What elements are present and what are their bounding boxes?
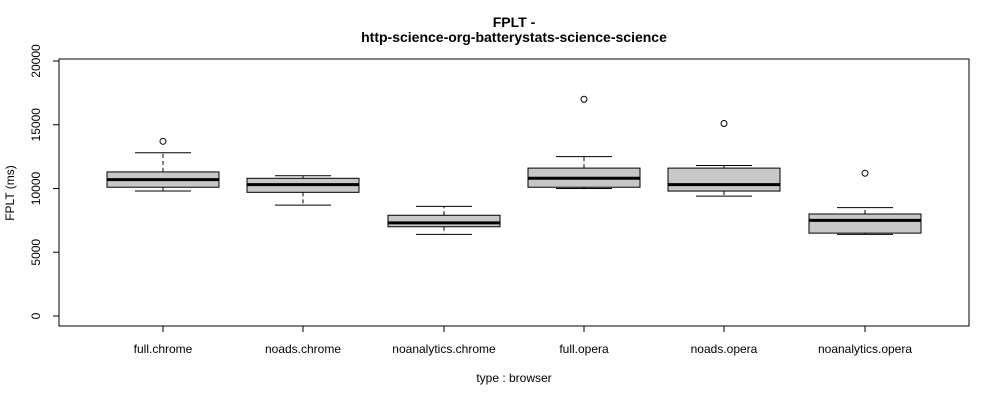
box-full-chrome [106,137,220,192]
y-tick-label: 10000 [29,171,43,205]
y-tick-label: 5000 [29,239,43,266]
y-tick-label: 15000 [29,108,43,142]
x-tick-label: noads.chrome [265,342,341,356]
outlier-point [861,169,869,177]
chart-title-line1: FPLT - [493,14,536,30]
x-axis-label: type : browser [476,371,551,385]
iqr-box [387,214,501,228]
box-noanalytics-chrome [387,205,501,235]
outlier-point [580,95,588,103]
outlier-point [720,119,728,127]
x-tick-label: full.chrome [134,342,193,356]
outlier-point [159,137,167,145]
y-tick-label: 0 [29,312,43,319]
box-noads-opera [667,119,781,197]
iqr-box [808,213,922,234]
iqr-box [667,167,781,192]
box-noanalytics-opera [808,169,922,235]
x-axis: full.chrome noads.chrome noanalytics.chrom… [134,325,912,356]
box-group [106,95,922,235]
x-tick-label: noanalytics.chrome [392,342,496,356]
box-full-opera [527,95,641,189]
x-tick-label: noanalytics.opera [818,342,912,356]
y-tick-label: 20000 [29,44,43,78]
plot-frame [58,58,970,327]
y-axis-label: FPLT (ms) [3,165,17,221]
x-tick-label: full.opera [559,342,609,356]
y-axis: 0 5000 10000 15000 20000 [29,44,60,319]
x-tick-label: noads.opera [691,342,758,356]
box-noads-chrome [246,175,360,206]
chart-title-line2: http-science-org-batterystats-science-sc… [361,29,667,45]
